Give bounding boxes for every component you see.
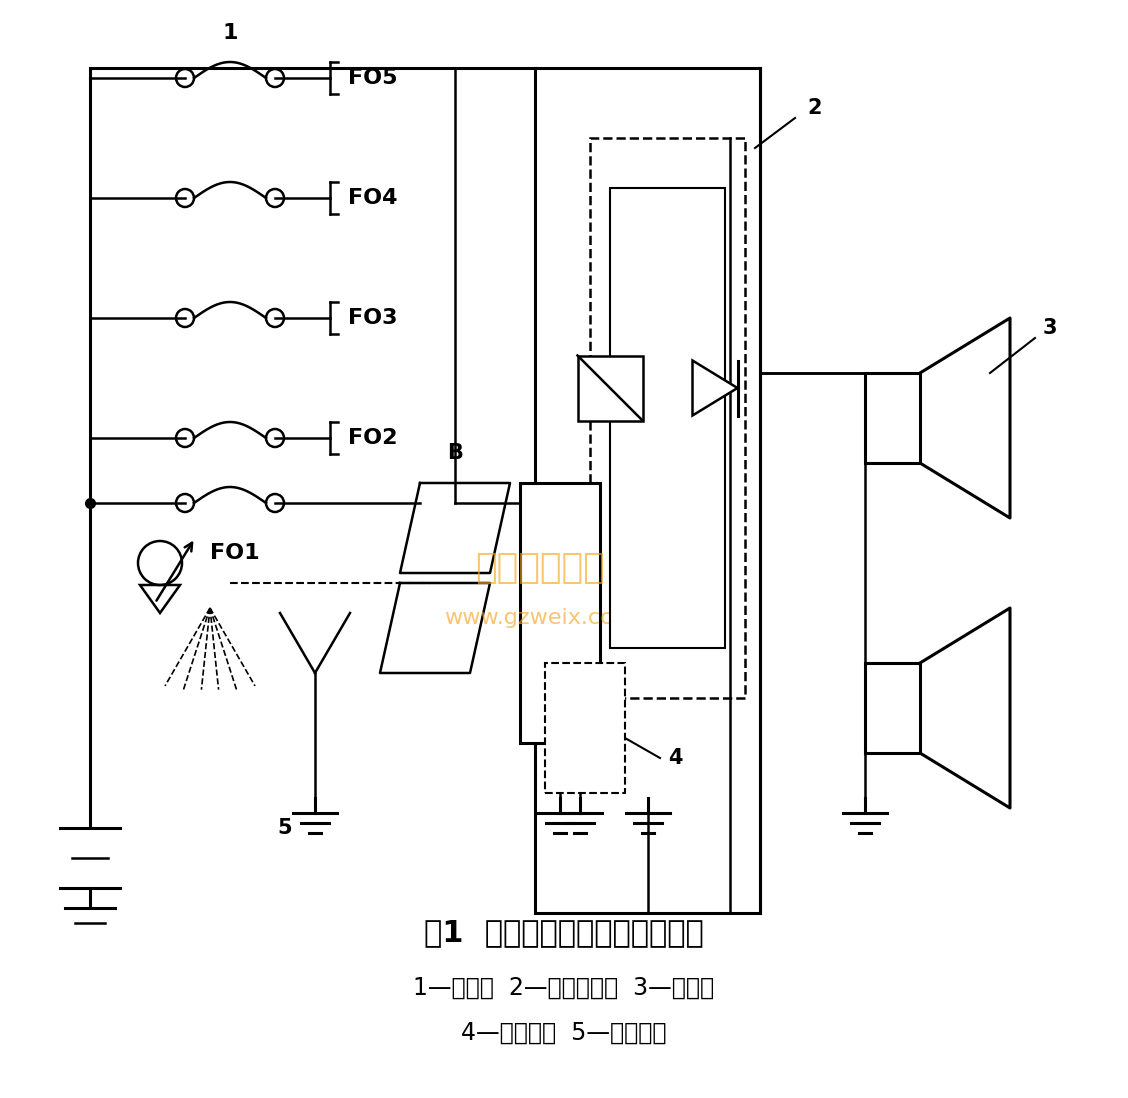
Polygon shape xyxy=(693,360,738,415)
Text: 1: 1 xyxy=(222,23,238,43)
Bar xyxy=(865,663,920,753)
Text: FO2: FO2 xyxy=(349,428,397,448)
Text: 精通维修下载: 精通维修下载 xyxy=(475,551,605,585)
Text: A: A xyxy=(553,705,567,722)
Text: 4—喇叭按钮  5—点火开关: 4—喇叭按钮 5—点火开关 xyxy=(461,1021,667,1045)
Bar xyxy=(578,356,643,421)
Text: www.gzweix.com: www.gzweix.com xyxy=(444,608,636,628)
Bar xyxy=(545,663,625,793)
Bar xyxy=(520,483,600,743)
Text: 图1  北京切诺基汽车电喇叭电路: 图1 北京切诺基汽车电喇叭电路 xyxy=(424,919,704,948)
Bar xyxy=(610,188,725,648)
Text: 3: 3 xyxy=(1042,318,1057,338)
Text: 4: 4 xyxy=(668,748,682,768)
Bar xyxy=(535,68,760,914)
Text: FO4: FO4 xyxy=(349,188,397,208)
Text: FO5: FO5 xyxy=(349,68,397,88)
Text: 1—易熔线  2—喇叭继电器  3—电喇叭: 1—易熔线 2—喇叭继电器 3—电喇叭 xyxy=(414,976,714,1000)
Text: 5: 5 xyxy=(277,818,292,838)
Text: B: B xyxy=(447,442,462,463)
Text: FO1: FO1 xyxy=(210,544,259,563)
Bar xyxy=(865,373,920,463)
Text: FO3: FO3 xyxy=(349,309,397,328)
Text: 2: 2 xyxy=(808,98,822,117)
Bar xyxy=(590,138,744,698)
